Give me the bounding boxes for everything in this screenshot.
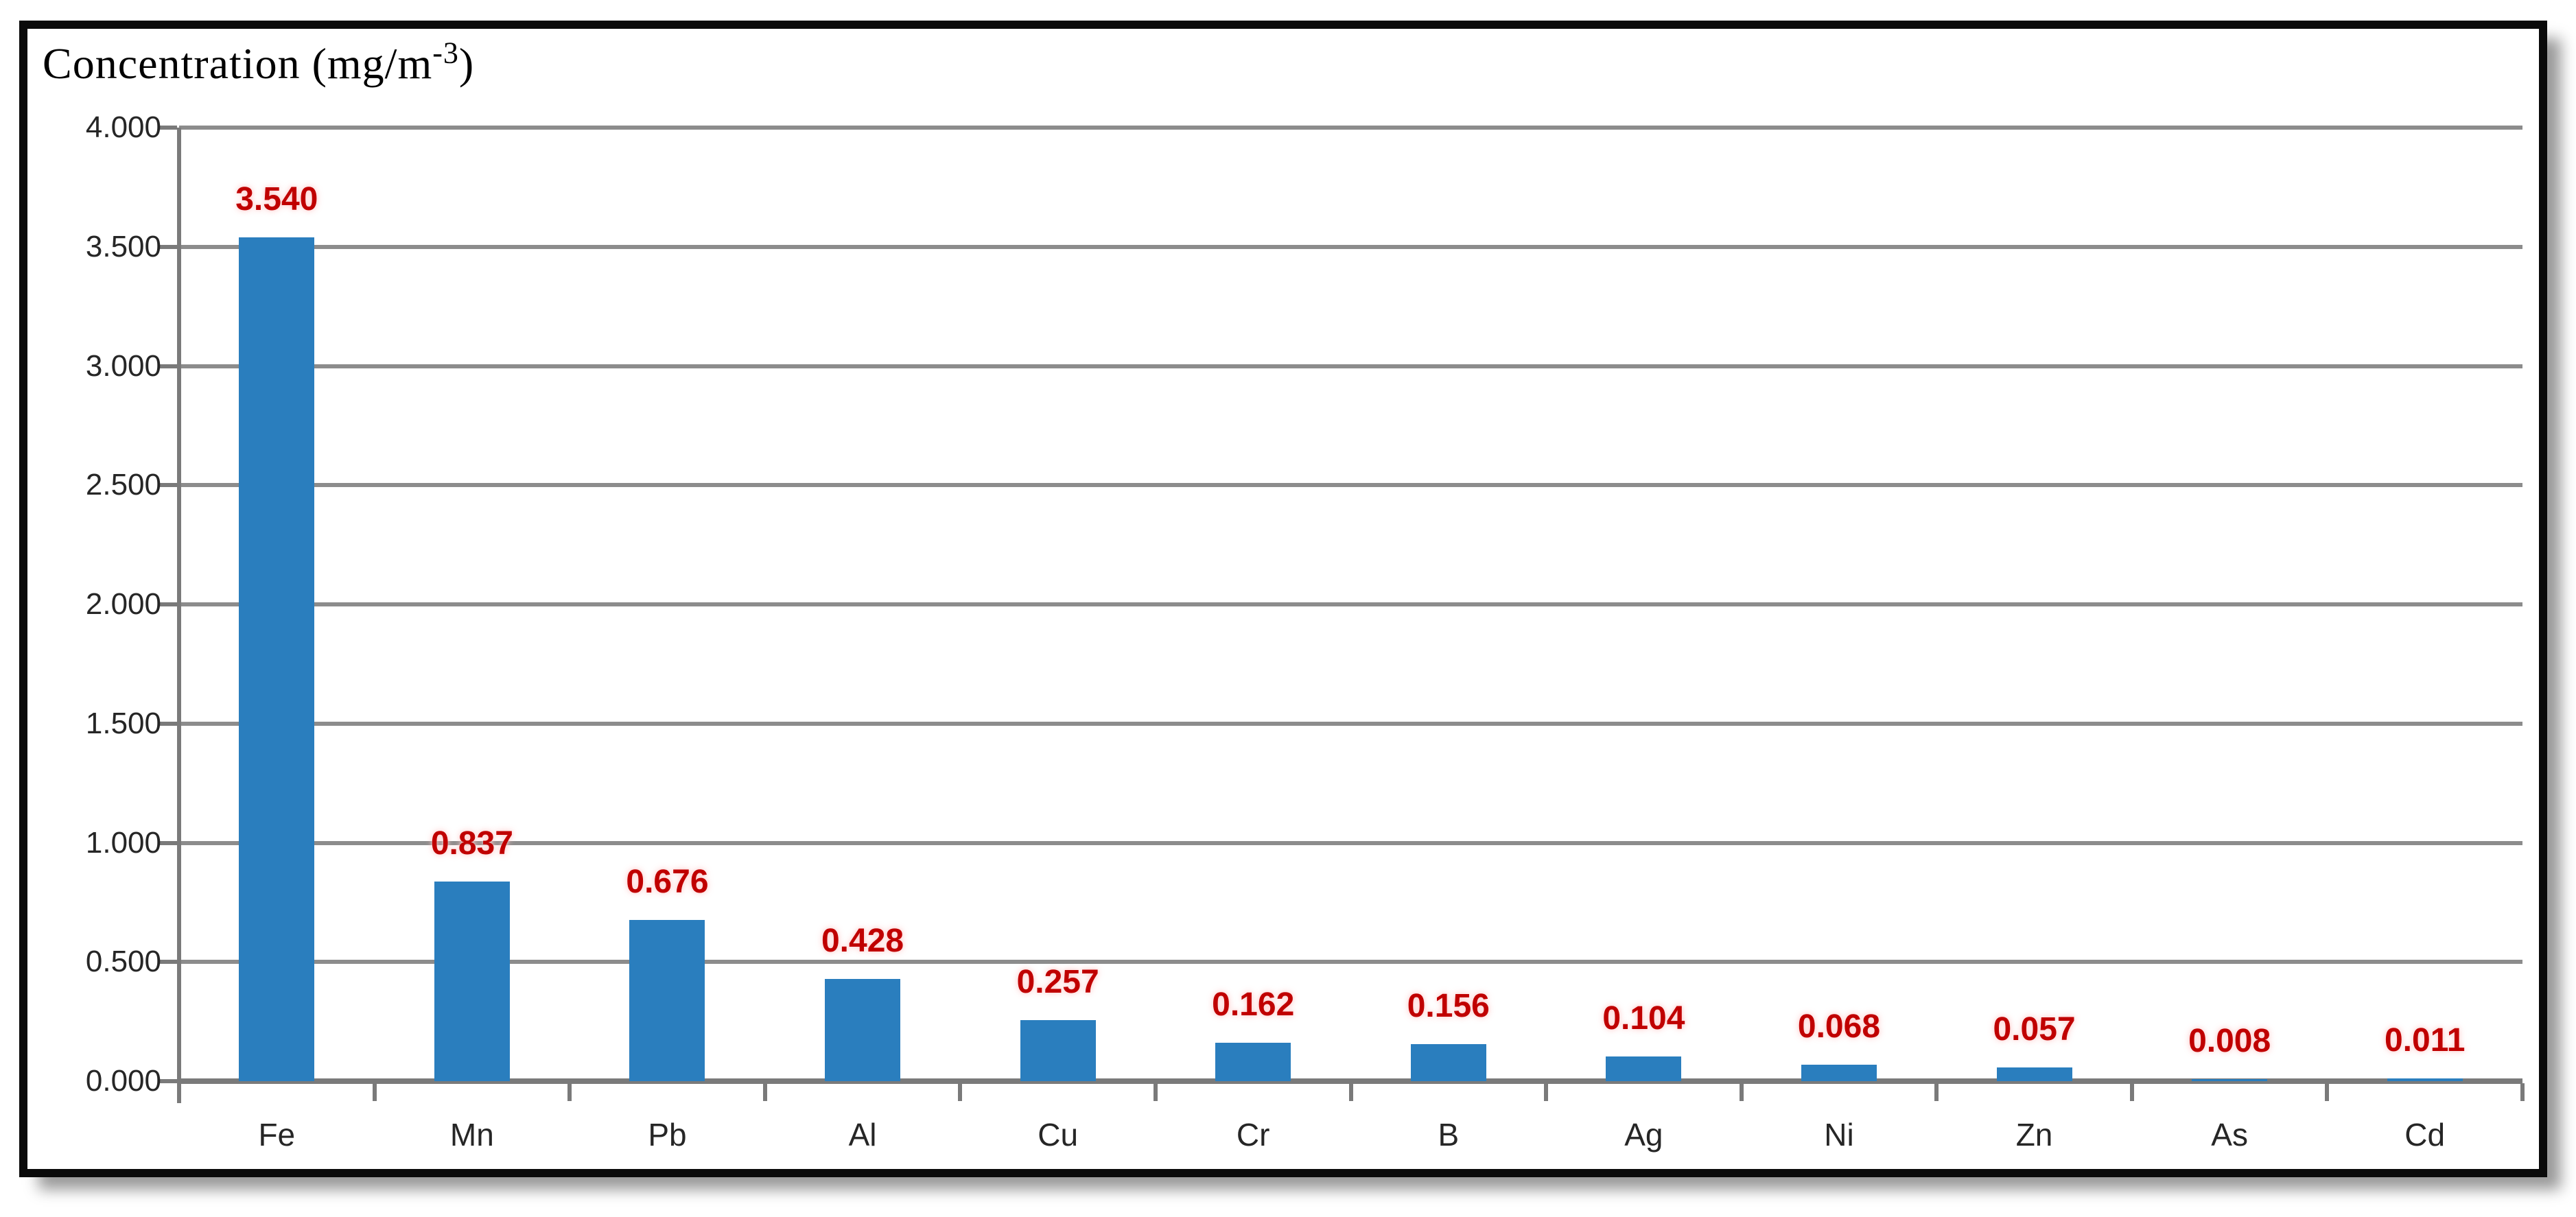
- x-axis-tick: [372, 1083, 377, 1101]
- chart-title: Concentration (mg/m-3): [43, 38, 474, 89]
- bar-cd: [2387, 1078, 2463, 1081]
- bar-b: [1410, 1044, 1486, 1081]
- chart-title-superscript: -3: [432, 36, 459, 70]
- bar-value-label: 3.540: [235, 181, 318, 217]
- y-tick-label: 2.500: [85, 468, 161, 502]
- x-axis-tick: [1739, 1083, 1744, 1101]
- bar-fe: [239, 237, 315, 1081]
- bar-cu: [1020, 1020, 1096, 1081]
- y-tick-label: 0.000: [85, 1064, 161, 1098]
- y-axis-tick: [159, 483, 177, 488]
- y-axis-tick: [159, 840, 177, 845]
- y-axis-tick: [159, 126, 177, 130]
- bar-value-label: 0.156: [1407, 988, 1490, 1024]
- bar-value-label: 0.162: [1212, 986, 1295, 1023]
- category-label: Pb: [648, 1117, 687, 1153]
- y-axis-tick: [159, 721, 177, 726]
- x-axis-tick: [2325, 1083, 2330, 1101]
- category-label: Ag: [1624, 1117, 1663, 1153]
- x-axis-line: [179, 1078, 2522, 1084]
- chart-area: Concentration (mg/m-3) 4.000 3.500 3.000 2.…: [27, 29, 2539, 1169]
- x-axis-tick: [958, 1083, 963, 1101]
- y-axis-tick: [159, 244, 177, 249]
- bar-ni: [1801, 1065, 1877, 1081]
- bar-value-label: 0.057: [1993, 1011, 2076, 1048]
- category-label: Fe: [258, 1117, 296, 1153]
- y-tick-label: 1.000: [85, 825, 161, 860]
- bar-mn: [434, 882, 510, 1081]
- category-label: Ni: [1824, 1117, 1854, 1153]
- bar-pb: [629, 920, 705, 1081]
- x-axis-tick: [762, 1083, 767, 1101]
- x-axis-tick: [177, 1083, 181, 1101]
- bar-value-label: 0.676: [626, 864, 709, 900]
- y-tick-label: 1.500: [85, 706, 161, 740]
- bar-value-label: 0.257: [1016, 964, 1099, 1000]
- gridline: [179, 126, 2522, 130]
- bar-as: [2192, 1079, 2268, 1081]
- bar-value-label: 0.428: [821, 923, 904, 959]
- x-axis-tick: [2520, 1083, 2525, 1101]
- category-label: As: [2211, 1117, 2248, 1153]
- chart-title-suffix: ): [458, 39, 475, 88]
- y-axis-tick: [159, 960, 177, 965]
- plot-area: 4.000 3.500 3.000 2.500 2.000 1.500 1.000 0.500…: [27, 29, 2539, 1169]
- chart-frame: Concentration (mg/m-3) 4.000 3.500 3.000 2.…: [19, 21, 2547, 1177]
- y-tick-label: 0.500: [85, 945, 161, 979]
- y-tick-label: 3.000: [85, 348, 161, 383]
- bar-value-label: 0.068: [1797, 1008, 1881, 1045]
- bar-ag: [1606, 1056, 1682, 1081]
- chart-title-text: Concentration (mg/m: [43, 39, 433, 88]
- y-tick-label: 4.000: [85, 110, 161, 144]
- gridline: [179, 364, 2522, 368]
- x-axis-tick: [1348, 1083, 1353, 1101]
- bar-zn: [1996, 1067, 2072, 1081]
- y-tick-label: 2.000: [85, 587, 161, 621]
- bar-cr: [1215, 1043, 1291, 1081]
- gridline: [179, 960, 2522, 965]
- x-axis-tick: [1544, 1083, 1549, 1101]
- category-label: Cd: [2404, 1117, 2446, 1153]
- category-label: Zn: [2015, 1117, 2053, 1153]
- bar-al: [825, 979, 901, 1081]
- gridline: [179, 602, 2522, 606]
- x-axis-tick: [1153, 1083, 1158, 1101]
- bar-value-label: 0.837: [430, 825, 513, 862]
- bar-value-label: 0.011: [2384, 1022, 2466, 1059]
- category-label: Mn: [449, 1117, 494, 1153]
- y-axis-tick: [159, 1079, 177, 1083]
- gridline: [179, 483, 2522, 488]
- x-axis-tick: [1934, 1083, 1939, 1101]
- bar-value-label: 0.008: [2188, 1023, 2271, 1059]
- y-axis-line: [177, 128, 181, 1103]
- category-label: Cr: [1236, 1117, 1270, 1153]
- category-label: Cu: [1038, 1117, 1079, 1153]
- gridline: [179, 721, 2522, 726]
- category-label: Al: [848, 1117, 877, 1153]
- y-axis-tick: [159, 364, 177, 368]
- x-axis-tick: [567, 1083, 572, 1101]
- category-label: B: [1438, 1117, 1460, 1153]
- y-axis-tick: [159, 602, 177, 606]
- y-tick-label: 3.500: [85, 229, 161, 263]
- gridline: [179, 244, 2522, 249]
- x-axis-tick: [2129, 1083, 2134, 1101]
- gridline: [179, 840, 2522, 845]
- bar-value-label: 0.104: [1602, 1000, 1685, 1037]
